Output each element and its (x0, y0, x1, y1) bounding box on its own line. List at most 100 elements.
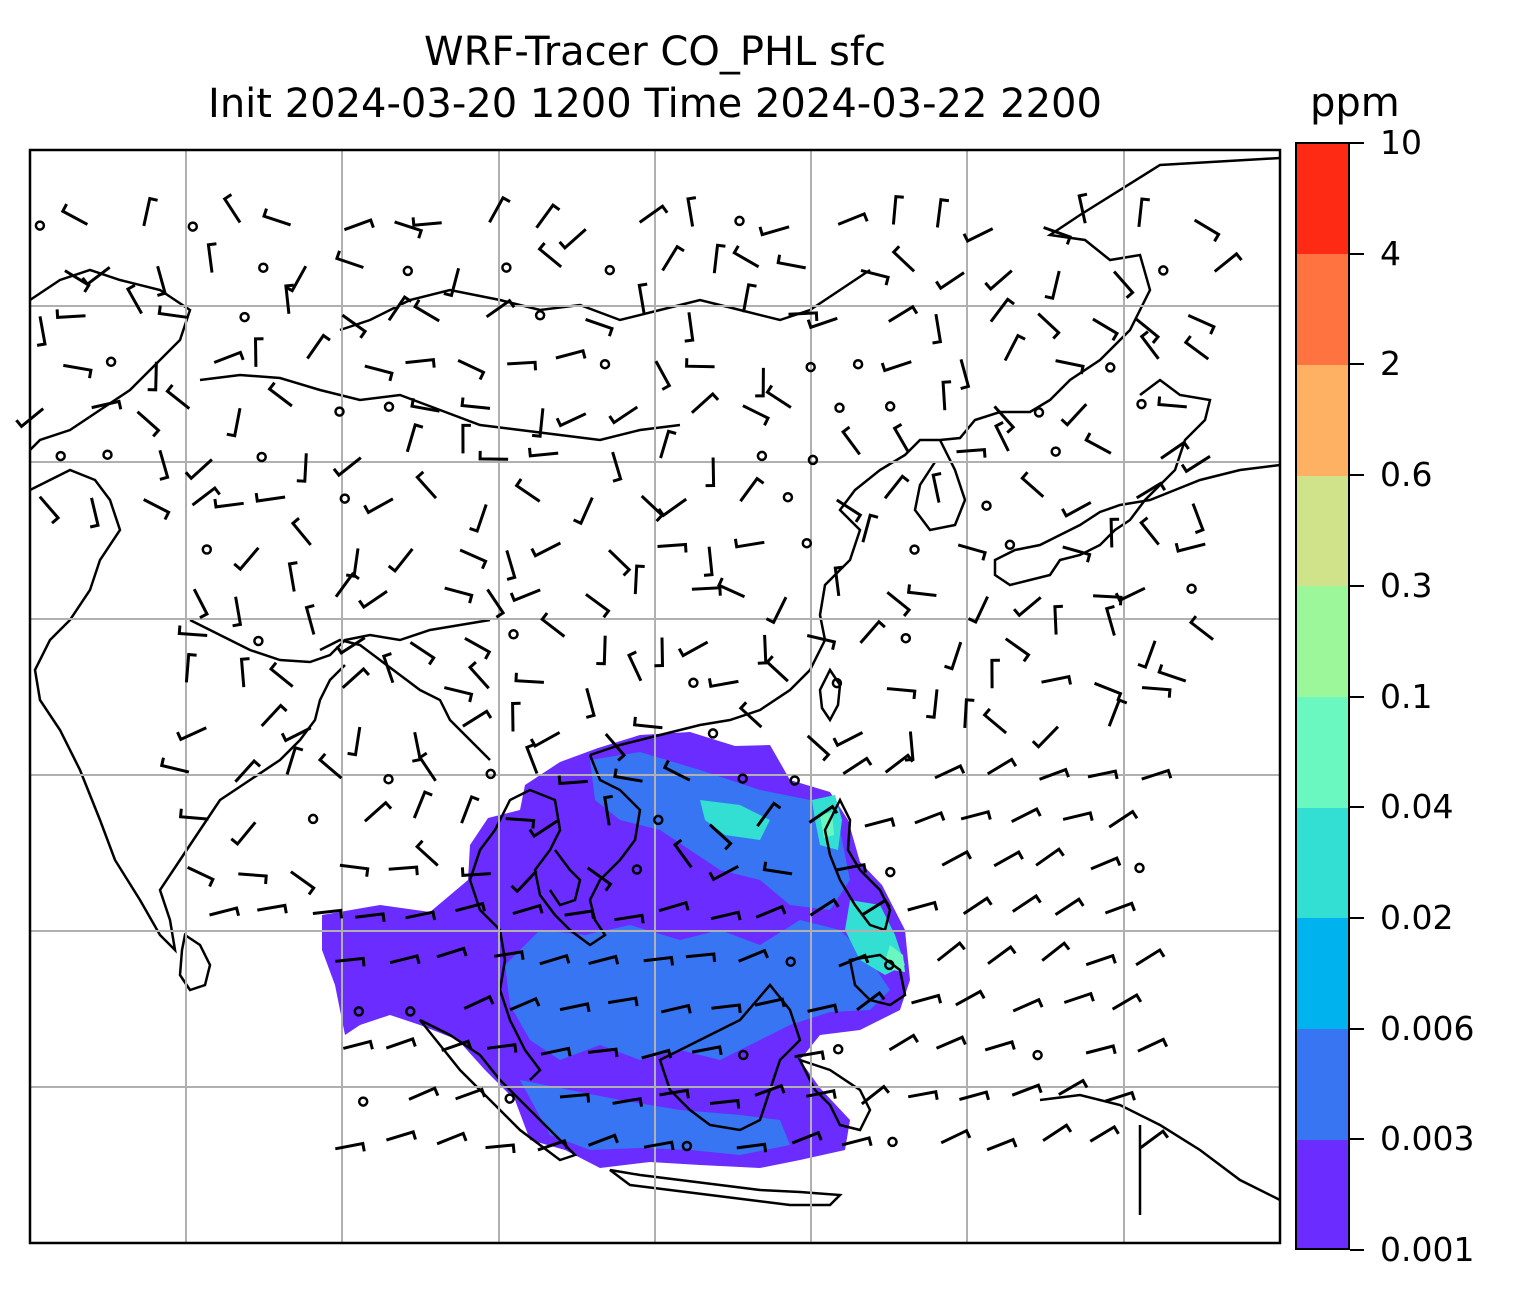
wind-barb (963, 698, 975, 728)
wind-barb (505, 817, 536, 829)
wind-barb (959, 359, 971, 391)
wind-barb (738, 948, 769, 963)
wind-barb (405, 910, 437, 921)
calm-wind-circle (105, 356, 117, 368)
wind-barb (485, 298, 516, 319)
map-gridlines (30, 150, 1280, 1243)
colorbar-tick (1350, 474, 1364, 477)
plume-mid (505, 920, 890, 1060)
wind-barb (222, 193, 242, 224)
wind-barb (837, 211, 869, 226)
wind-barb (268, 661, 294, 688)
calm-wind-circle (785, 956, 796, 967)
wind-barb (509, 588, 541, 603)
wind-barb (15, 407, 45, 429)
wind-barb (614, 913, 645, 924)
wind-barb (413, 299, 440, 323)
calm-wind-circle (402, 265, 414, 277)
wind-barb (233, 546, 260, 572)
wind-barb (860, 898, 891, 917)
wind-barb (608, 405, 639, 425)
wind-barb (1107, 698, 1128, 727)
wind-barb (460, 794, 480, 824)
wind-barb (984, 1040, 1016, 1052)
wind-barb (178, 808, 209, 821)
wind-barb (993, 850, 1024, 868)
wind-barb (387, 295, 413, 322)
wind-barb (657, 497, 688, 518)
wind-barb (880, 360, 912, 373)
calm-wind-circle (737, 773, 748, 784)
wind-barb (36, 316, 47, 347)
colorbar-tick (1350, 252, 1364, 255)
wind-barb (364, 364, 394, 382)
wind-barb (1062, 811, 1094, 821)
wind-barb (836, 862, 867, 873)
colorbar-segment (1296, 585, 1350, 697)
colorbar-segment (1296, 696, 1350, 808)
colorbar-tick (1350, 363, 1364, 366)
wind-barb (1104, 1090, 1136, 1103)
wind-barb (1087, 769, 1119, 780)
calm-wind-circle (1004, 539, 1016, 551)
colorbar-tick-label: 0.006 (1380, 1008, 1475, 1048)
wind-barb (708, 864, 740, 882)
wind-barb (1160, 440, 1190, 460)
wind-barb (260, 703, 288, 728)
wind-barb (659, 429, 677, 459)
wind-barb (838, 953, 870, 968)
wind-barb (1003, 333, 1026, 362)
wind-barb (410, 398, 440, 413)
wind-barb (776, 254, 806, 270)
wind-barb (586, 866, 613, 892)
wind-barb (363, 800, 393, 823)
wind-barb (712, 243, 726, 274)
wind-barb (940, 1128, 972, 1145)
wind-barb (192, 588, 210, 620)
calm-wind-circle (653, 814, 664, 826)
wind-barb (982, 707, 1008, 735)
coastline-china-east (589, 156, 1281, 757)
wind-barb (555, 412, 587, 428)
wind-barb (932, 313, 943, 345)
colorbar-tick-label: 0.001 (1380, 1230, 1475, 1269)
map-frame (28, 148, 1282, 1245)
wind-barb (213, 498, 244, 509)
wind-barb (993, 405, 1016, 434)
wind-barb (405, 357, 436, 368)
wind-barb (408, 1086, 440, 1101)
wind-barb (559, 1092, 591, 1103)
wind-barb (914, 810, 946, 825)
wind-barbs (15, 192, 1243, 1154)
wind-barb (239, 657, 250, 688)
wind-barb (891, 245, 916, 273)
wind-barb (455, 901, 487, 913)
wind-barb (613, 768, 643, 783)
wind-barb (807, 1003, 839, 1014)
wind-barb (335, 1141, 366, 1152)
wind-barb (757, 634, 768, 665)
wind-barb (588, 954, 620, 966)
wind-barb (684, 312, 695, 343)
wind-barb (638, 204, 669, 224)
wind-barb (1187, 314, 1216, 335)
wind-barb (612, 1096, 643, 1107)
wind-barb (1141, 768, 1173, 781)
wind-barb (1108, 809, 1139, 829)
wind-barb (177, 625, 208, 637)
wind-barb (733, 538, 765, 549)
calm-wind-circle (734, 215, 745, 227)
wind-barb (1092, 317, 1120, 342)
wind-barb (411, 217, 442, 227)
wind-barb (304, 603, 316, 635)
wind-barb (732, 245, 760, 269)
wind-barb (572, 496, 594, 526)
wind-barb (341, 313, 368, 339)
calm-wind-circle (353, 1006, 365, 1017)
wind-barb (884, 753, 914, 774)
wind-barb (1157, 664, 1187, 683)
wind-barb (806, 634, 837, 651)
wind-barb (156, 265, 167, 297)
wind-barb (1004, 637, 1031, 663)
coastlines (29, 156, 1281, 1215)
